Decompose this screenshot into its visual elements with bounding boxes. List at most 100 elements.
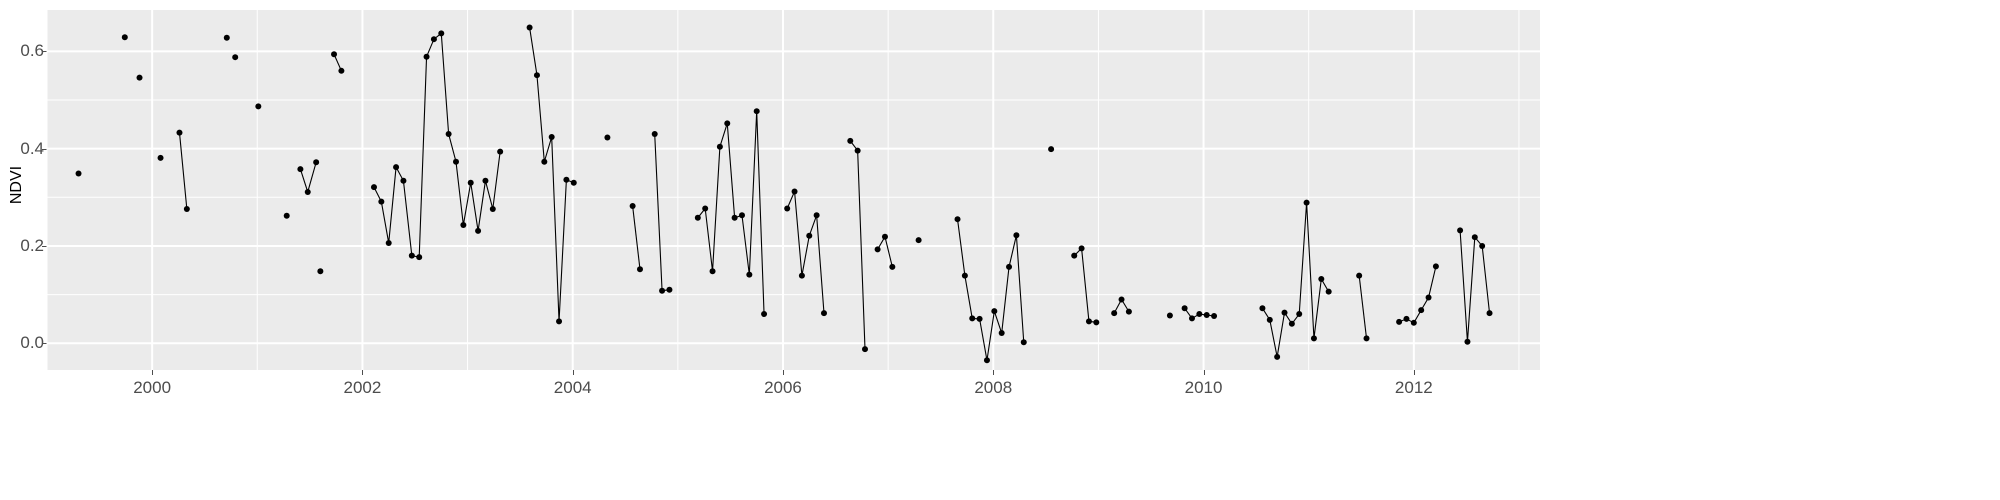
data-point: [1486, 310, 1493, 317]
data-point: [570, 179, 577, 186]
x-tick-label: 2004: [553, 378, 592, 397]
data-line: [1358, 275, 1368, 339]
plot-panel: [46, 10, 1540, 370]
data-point: [416, 254, 423, 261]
data-point: [331, 51, 338, 58]
data-point: [724, 120, 731, 127]
data-point: [716, 143, 723, 150]
x-tick-mark: [782, 370, 784, 375]
data-point: [378, 198, 385, 205]
data-point: [629, 203, 636, 210]
data-point: [806, 232, 813, 239]
x-tick-mark: [1413, 370, 1415, 375]
data-point: [746, 271, 753, 278]
x-tick-mark: [1203, 370, 1205, 375]
data-point: [854, 147, 861, 154]
data-point: [998, 330, 1005, 337]
data-point: [784, 205, 791, 212]
data-point: [753, 108, 760, 115]
x-tick-label: 2010: [1184, 378, 1223, 397]
data-point: [370, 184, 377, 191]
data-point: [731, 214, 738, 221]
data-point: [1203, 312, 1210, 319]
data-point: [1166, 312, 1173, 319]
data-point: [563, 176, 570, 183]
data-point: [482, 177, 489, 184]
x-tick-label: 2000: [133, 378, 172, 397]
data-point: [636, 266, 643, 273]
data-point: [874, 246, 881, 253]
data-point: [1457, 227, 1464, 234]
y-tick-mark: [42, 343, 47, 345]
data-point: [408, 252, 415, 259]
data-point: [255, 103, 262, 110]
data-point: [1310, 335, 1317, 342]
data-point: [121, 34, 128, 41]
y-tick-label: 0.2: [20, 235, 44, 255]
data-point: [961, 272, 968, 279]
data-point: [283, 212, 290, 219]
x-tick-mark: [993, 370, 995, 375]
data-point: [991, 308, 998, 315]
gridlines: [46, 10, 1540, 370]
data-layer: [75, 24, 1493, 364]
data-point: [1020, 339, 1027, 346]
data-point: [1479, 242, 1486, 249]
data-line: [786, 191, 825, 314]
data-point: [467, 179, 474, 186]
data-point: [423, 53, 430, 60]
data-point: [702, 205, 709, 212]
data-point: [791, 188, 798, 195]
data-point: [659, 287, 666, 294]
data-point: [1296, 311, 1303, 318]
data-line: [333, 54, 342, 72]
data-line: [1261, 202, 1330, 357]
data-point: [666, 286, 673, 293]
x-tick-mark: [572, 370, 574, 375]
data-point: [533, 72, 540, 79]
y-tick-label: 0.6: [20, 41, 44, 61]
data-point: [738, 212, 745, 219]
data-point: [541, 158, 548, 165]
data-line: [654, 134, 670, 292]
data-point: [183, 205, 190, 212]
data-point: [1211, 313, 1218, 319]
data-point: [1281, 309, 1288, 316]
data-point: [445, 131, 452, 138]
data-point: [1410, 319, 1417, 326]
y-tick-label: 0.4: [20, 138, 44, 158]
data-point: [430, 36, 437, 43]
data-point: [1006, 263, 1013, 270]
data-point: [1071, 252, 1078, 259]
data-point: [1118, 296, 1125, 303]
data-point: [1425, 294, 1432, 301]
data-point: [1464, 338, 1471, 345]
data-point: [761, 311, 768, 318]
data-line: [1073, 247, 1097, 323]
data-point: [651, 131, 658, 138]
data-point: [813, 212, 820, 219]
data-point: [798, 272, 805, 279]
data-point: [453, 158, 459, 165]
data-point: [1288, 320, 1295, 327]
data-line: [1459, 230, 1491, 342]
data-line: [697, 111, 765, 315]
data-point: [1471, 234, 1478, 241]
data-point: [313, 159, 320, 166]
data-point: [1181, 305, 1188, 312]
data-point: [393, 164, 400, 171]
data-point: [1325, 288, 1332, 295]
data-point: [497, 148, 504, 155]
data-point: [489, 205, 496, 212]
data-point: [1125, 308, 1132, 315]
data-point: [1303, 199, 1310, 206]
data-point: [976, 315, 983, 322]
data-line: [632, 205, 641, 270]
data-point: [983, 357, 990, 364]
data-point: [969, 315, 976, 322]
data-point: [1432, 263, 1439, 270]
data-line: [373, 32, 501, 258]
data-point: [136, 74, 143, 81]
data-line: [299, 162, 317, 194]
